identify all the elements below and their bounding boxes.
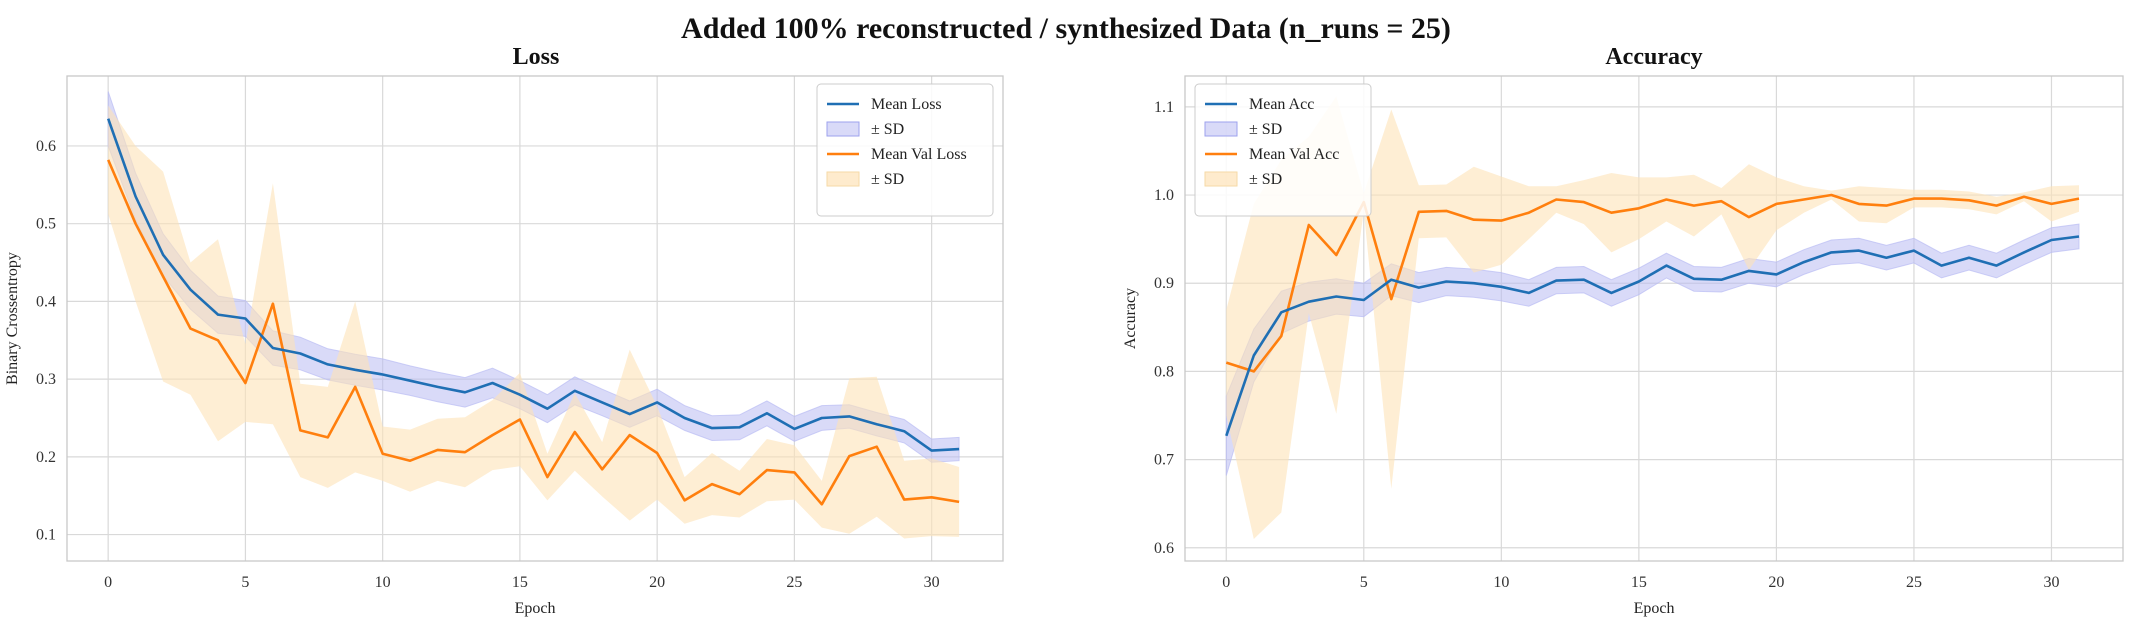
- accuracy-tick-labels: 0 5 10 15 20 25 30 0.6 0.7 0.8 0.9 1.0 1.1: [1154, 99, 2059, 591]
- accuracy-train-line: [1225, 235, 2080, 437]
- accuracy-chart-title: Accuracy: [1605, 44, 1702, 70]
- accuracy-train-sd-band: [1225, 223, 2080, 476]
- accuracy-y-tick-label: 0.7: [1154, 452, 1174, 469]
- loss-train-line: [106, 118, 960, 452]
- loss-plot-frame: [66, 75, 1004, 562]
- loss-legend-label: ± SD: [871, 171, 904, 188]
- loss-y-tick-label: 0.3: [36, 371, 56, 388]
- accuracy-y-tick-label: 0.6: [1154, 540, 1174, 557]
- loss-legend-band-train-swatch: [826, 121, 860, 137]
- loss-legend-label: Mean Val Loss: [871, 146, 967, 163]
- accuracy-y-tick-label: 0.9: [1154, 275, 1174, 292]
- loss-y-tick-label: 0.2: [36, 449, 56, 466]
- loss-val-line: [107, 159, 960, 506]
- loss-series-lines: [106, 118, 960, 506]
- loss-legend-band-val-swatch: [826, 171, 860, 187]
- loss-y-tick-label: 0.1: [36, 527, 56, 544]
- accuracy-x-tick-label: 30: [2043, 574, 2059, 591]
- accuracy-legend-label: Mean Acc: [1249, 96, 1314, 113]
- loss-x-tick-label: 25: [786, 574, 802, 591]
- accuracy-legend-box: [1194, 83, 1372, 217]
- accuracy-legend-label: ± SD: [1249, 171, 1282, 188]
- accuracy-legend-label: ± SD: [1249, 121, 1282, 138]
- loss-y-tick-label: 0.4: [36, 293, 56, 310]
- accuracy-y-axis-label: Accuracy: [1122, 288, 1139, 349]
- accuracy-y-tick-label: 0.8: [1154, 363, 1174, 380]
- loss-y-tick-label: 0.5: [36, 216, 56, 233]
- loss-x-tick-label: 30: [924, 574, 940, 591]
- accuracy-x-tick-label: 10: [1493, 574, 1509, 591]
- loss-x-tick-label: 10: [375, 574, 391, 591]
- loss-legend-box: [816, 83, 994, 217]
- accuracy-plot-frame: [1184, 75, 2124, 562]
- loss-tick-labels: 0 5 10 15 20 25 30 0.1 0.2 0.3 0.4 0.5 0.6: [36, 138, 940, 591]
- loss-x-axis-label: Epoch: [515, 600, 556, 617]
- loss-y-axis-label: Binary Crossentropy: [4, 252, 21, 385]
- accuracy-x-tick-label: 15: [1631, 574, 1647, 591]
- loss-x-tick-label: 20: [649, 574, 665, 591]
- loss-x-tick-label: 0: [104, 574, 112, 591]
- loss-y-tick-label: 0.6: [36, 138, 56, 155]
- accuracy-x-axis-label: Epoch: [1634, 600, 1675, 617]
- loss-chart-title: Loss: [513, 44, 560, 70]
- loss-val-sd-band: [108, 105, 960, 539]
- accuracy-x-tick-label: 0: [1222, 574, 1230, 591]
- accuracy-sd-bands: [1225, 96, 2080, 540]
- accuracy-legend: Mean Acc ± SD Mean Val Acc ± SD: [1194, 83, 1372, 217]
- loss-chart-panel: Loss 0 5 10 15 20 25 30 0.1 0.2 0.3 0.4 0.5 0.6 Epoc…: [4, 44, 1004, 617]
- accuracy-legend-band-val-swatch: [1204, 171, 1238, 187]
- accuracy-chart-panel: Accuracy 0 5 10 15 20 25 300.60.70.80.91.01.1 …: [1122, 44, 2124, 617]
- accuracy-val-sd-band: [1226, 96, 2079, 540]
- accuracy-y-tick-label: 1.1: [1154, 99, 1174, 116]
- loss-legend-label: ± SD: [871, 121, 904, 138]
- accuracy-x-tick-label: 25: [1906, 574, 1922, 591]
- accuracy-val-line: [1225, 193, 2080, 373]
- loss-x-tick-label: 5: [241, 574, 249, 591]
- accuracy-x-tick-label: 5: [1360, 574, 1368, 591]
- accuracy-y-tick-label: 1.0: [1154, 187, 1174, 204]
- loss-legend-label: Mean Loss: [871, 96, 942, 113]
- accuracy-x-tick-label: 20: [1768, 574, 1784, 591]
- loss-legend: Mean Loss ± SD Mean Val Loss ± SD: [816, 83, 994, 217]
- accuracy-legend-band-train-swatch: [1204, 121, 1238, 137]
- accuracy-legend-label: Mean Val Acc: [1249, 146, 1339, 163]
- figure-suptitle: Added 100% reconstructed / synthesized D…: [681, 12, 1451, 45]
- accuracy-series-lines: [1225, 193, 2080, 437]
- loss-sd-bands: [107, 91, 960, 539]
- loss-x-tick-label: 15: [512, 574, 528, 591]
